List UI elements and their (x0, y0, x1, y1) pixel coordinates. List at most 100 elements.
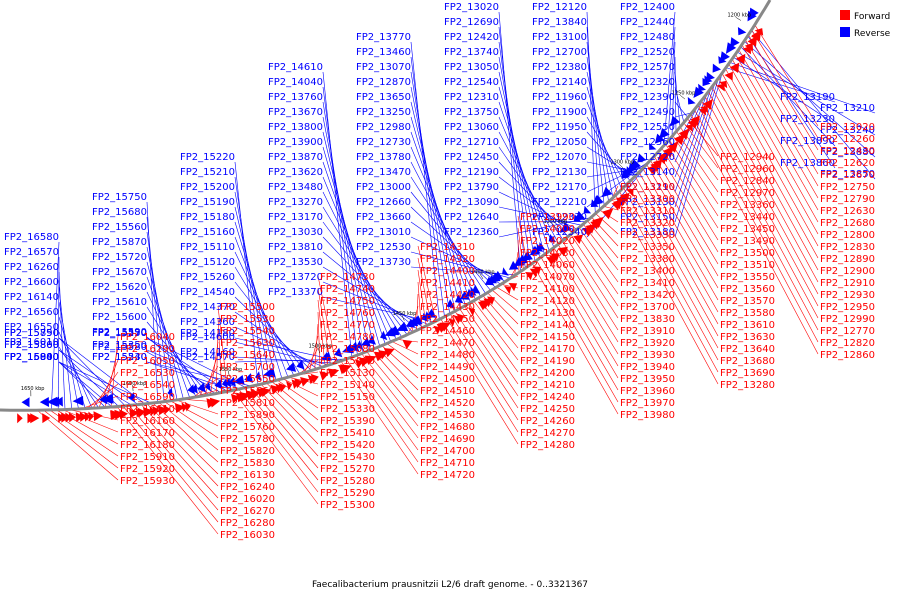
gene-label: FP2_13070 (356, 62, 411, 73)
connector-line (574, 230, 619, 295)
gene-label: FP2_13480 (268, 182, 323, 193)
forward-gene-arrow (17, 413, 23, 424)
gene-label: FP2_12380 (532, 62, 587, 73)
connector-line (140, 404, 219, 487)
gene-label: FP2_15860 (4, 340, 59, 351)
connector-line (234, 337, 341, 362)
gene-label: FP2_13250 (356, 107, 411, 118)
forward-gene-arrow (294, 378, 303, 389)
forward-gene-arrow (716, 83, 725, 92)
connector-line (234, 176, 265, 384)
connector-line (697, 105, 819, 331)
gene-label: FP2_12830 (820, 242, 875, 253)
reverse-gene-arrow (51, 396, 60, 407)
reverse-gene-arrow (233, 375, 245, 385)
gene-label: FP2_14470 (420, 338, 475, 349)
gene-label: FP2_12790 (820, 194, 875, 205)
connector-line (553, 247, 619, 355)
connector-line (663, 11, 676, 146)
forward-gene-arrow (383, 348, 395, 358)
gene-label: FP2_15700 (220, 362, 275, 373)
gene-label: FP2_13620 (268, 167, 323, 178)
gene-label: FP2_16270 (220, 506, 275, 517)
scale-ticks: 1650 kbp 1600 kbp 1550 kbp 1500 kbp 1450 kbp… (21, 12, 751, 397)
connector-line (468, 303, 519, 373)
gene-label: FP2_14450 (420, 314, 475, 325)
gene-label: FP2_16130 (220, 470, 275, 481)
connector-line (322, 251, 419, 331)
gene-label: FP2_13650 (356, 92, 411, 103)
connector-line (322, 86, 358, 356)
forward-gene-arrow (736, 53, 746, 65)
connector-line (152, 402, 219, 463)
connector-line (322, 71, 353, 358)
forward-gene-arrow (68, 412, 77, 423)
forward-gene-arrow (181, 402, 188, 413)
gene-label: FP2_12970 (720, 188, 775, 199)
reverse-gene-arrow (698, 83, 706, 92)
gene-label: FP2_13760 (268, 92, 323, 103)
gene-label: FP2_15300 (320, 500, 375, 511)
gene-label: FP2_14280 (520, 440, 575, 451)
gene-label: FP2_15270 (320, 464, 375, 475)
gene-label: FP2_14700 (420, 446, 475, 457)
gene-label: FP2_14040 (268, 77, 323, 88)
gene-label: FP2_16600 (4, 277, 59, 288)
gene-label: FP2_12530 (356, 242, 411, 253)
connector-line (57, 256, 60, 410)
reverse-gene-arrow (595, 194, 604, 203)
gene-label: FP2_12940 (720, 152, 775, 163)
gene-label: FP2_14020 (520, 236, 575, 247)
gene-label: FP2_12890 (820, 254, 875, 265)
gene-label: FP2_12910 (820, 278, 875, 289)
connector-line (674, 112, 692, 118)
gene-label: FP2_12620 (820, 158, 875, 169)
gene-label: FP2_12430 (820, 146, 875, 157)
gene-label: FP2_13800 (268, 122, 323, 133)
gene-label: FP2_14600 (180, 332, 235, 343)
gene-label: FP2_13940 (620, 362, 675, 373)
forward-gene-arrow (468, 307, 476, 317)
reverse-gene-arrow (72, 395, 84, 406)
reverse-gene-arrow (712, 63, 721, 73)
reverse-gene-arrow (720, 51, 730, 63)
connector-line (322, 236, 413, 333)
gene-label: FP2_12770 (820, 326, 875, 337)
connector-line (249, 386, 319, 469)
reverse-gene-arrow (55, 396, 63, 407)
gene-label: FP2_16260 (4, 262, 59, 273)
reverse-gene-arrow (128, 392, 135, 402)
reverse-gene-arrow (361, 337, 371, 347)
gene-label: FP2_12750 (820, 182, 875, 193)
connector-line (646, 164, 719, 289)
reverse-gene-arrow (521, 251, 533, 262)
connector-line (58, 301, 79, 410)
connector-line (317, 287, 331, 365)
reverse-gene-arrow (548, 234, 557, 242)
gene-label: FP2_12130 (532, 167, 587, 178)
gene-label: FP2_13170 (268, 212, 323, 223)
connector-line (146, 246, 178, 400)
legend-forward-label: Forward (854, 12, 890, 22)
reverse-gene-arrow (471, 284, 481, 294)
gene-label: FP2_13980 (620, 410, 675, 421)
gene-label: FP2_13140 (620, 167, 675, 178)
gene-label: FP2_13930 (620, 350, 675, 361)
gene-label: FP2_15410 (320, 428, 375, 439)
gene-label: FP2_14100 (520, 284, 575, 295)
connector-line (661, 147, 719, 241)
gene-label: FP2_12050 (532, 137, 587, 148)
reverse-gene-arrow (516, 254, 528, 265)
legend: Forward Reverse (840, 10, 891, 39)
connector-line (473, 300, 519, 361)
connector-line (410, 176, 486, 294)
gene-label: FP2_12210 (532, 197, 587, 208)
gene-label: FP2_15830 (220, 458, 275, 469)
forward-gene-arrow (79, 411, 88, 422)
gene-label: FP2_13920 (620, 338, 675, 349)
connector-line (672, 135, 719, 205)
gene-label: FP2_13780 (356, 152, 411, 163)
gene-label: FP2_14480 (420, 350, 475, 361)
scale-tick-label: 1600 kbp (123, 381, 147, 387)
